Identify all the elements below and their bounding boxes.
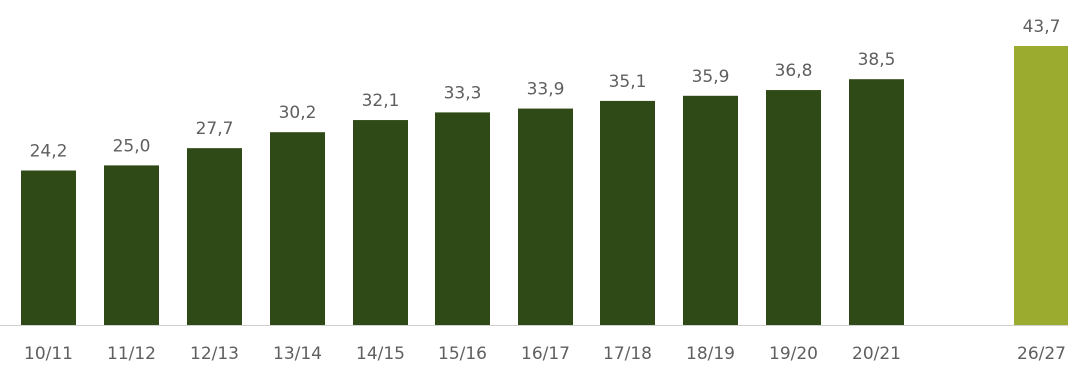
bar-26-27 [1014, 46, 1068, 325]
data-label: 38,5 [858, 50, 896, 70]
bar-16-17 [518, 108, 573, 325]
data-label: 43,7 [1023, 17, 1061, 37]
bar-12-13 [187, 148, 242, 325]
bar-20-21 [849, 79, 904, 325]
bar-13-14 [270, 132, 325, 325]
bar-17-18 [600, 100, 655, 325]
data-label: 35,9 [692, 67, 730, 87]
data-label: 32,1 [362, 91, 400, 111]
x-tick-label: 18/19 [686, 344, 735, 364]
bar-19-20 [766, 90, 821, 325]
bar-11-12 [104, 165, 159, 325]
x-tick-label: 17/18 [603, 344, 652, 364]
x-tick-label: 15/16 [438, 344, 487, 364]
bar-10-11 [21, 170, 76, 325]
x-tick-label: 26/27 [1017, 344, 1066, 364]
x-tick-label: 16/17 [521, 344, 570, 364]
x-tick-label: 14/15 [356, 344, 405, 364]
data-label: 27,7 [196, 119, 234, 139]
bar-18-19 [683, 95, 738, 325]
data-label: 35,1 [609, 72, 647, 92]
bar-15-16 [435, 112, 490, 326]
data-label: 25,0 [113, 136, 151, 156]
x-tick-label: 10/11 [24, 344, 73, 364]
bar-14-15 [353, 120, 408, 325]
x-tick-label: 13/14 [273, 344, 322, 364]
data-label: 33,3 [444, 83, 482, 103]
x-tick-label: 11/12 [107, 344, 156, 364]
data-label: 24,2 [30, 141, 68, 161]
x-tick-label: 19/20 [769, 344, 818, 364]
x-tick-label: 20/21 [852, 344, 901, 364]
data-label: 30,2 [279, 103, 317, 123]
x-tick-label: 12/13 [190, 344, 239, 364]
data-label: 36,8 [775, 61, 813, 81]
data-label: 33,9 [527, 80, 565, 100]
